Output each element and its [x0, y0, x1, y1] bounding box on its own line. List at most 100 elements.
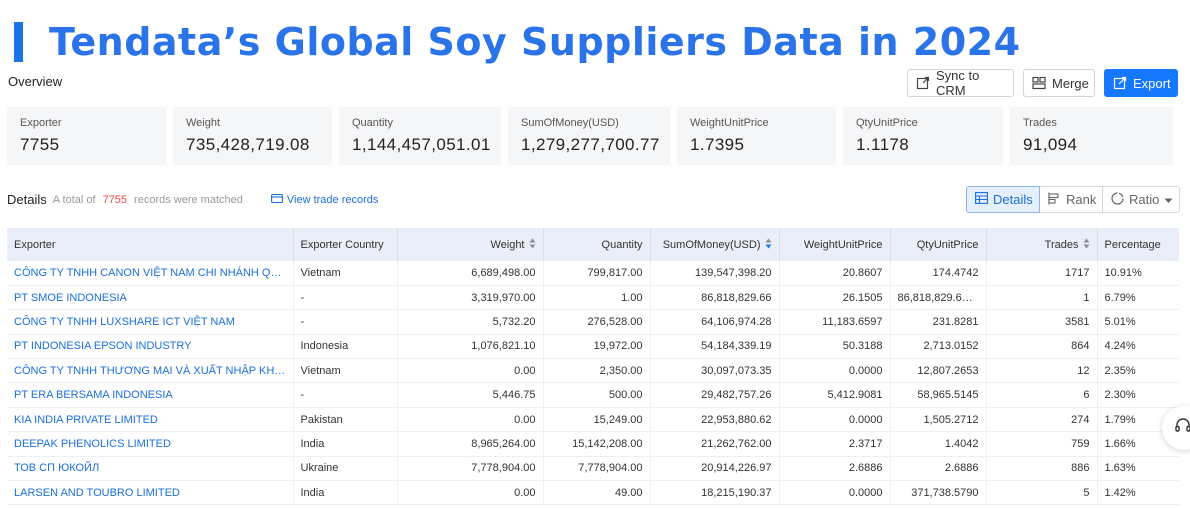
cell-quantity: 19,972.00	[543, 334, 651, 360]
details-view-label: Details	[993, 192, 1033, 207]
exporter-link[interactable]: CÔNG TY TNHH LUXSHARE ICT VIỆT NAM	[7, 309, 294, 335]
exporter-link[interactable]: KIA INDIA PRIVATE LIMITED	[7, 407, 294, 433]
cell-sum-of-money: 21,262,762.00	[650, 431, 780, 457]
cell-percentage: 4.24%	[1097, 334, 1179, 360]
table-row: PT INDONESIA EPSON INDUSTRY Indonesia 1,…	[7, 334, 1179, 360]
cell-weight: 0.00	[397, 480, 544, 506]
rank-view-tab[interactable]: Rank	[1040, 186, 1103, 213]
exporter-link[interactable]: PT SMOE INDONESIA	[7, 285, 294, 311]
headset-icon	[1174, 417, 1190, 440]
stat-label: Quantity	[352, 117, 393, 129]
column-header-quantity: Quantity	[543, 228, 651, 261]
cell-weight: 6,689,498.00	[397, 261, 544, 286]
cell-qty-unit-price: 86,818,829.6600	[890, 285, 987, 311]
cell-weight: 7,778,904.00	[397, 456, 544, 482]
cell-weight-unit-price: 11,183.6597	[779, 309, 891, 335]
cell-percentage: 10.91%	[1097, 261, 1179, 286]
stat-label: QtyUnitPrice	[856, 117, 918, 129]
merge-label: Merge	[1052, 75, 1089, 91]
headline: Tendata’s Global Soy Suppliers Data in 2…	[14, 18, 1021, 66]
stat-label: WeightUnitPrice	[690, 117, 769, 129]
cell-qty-unit-price: 58,965.5145	[890, 382, 987, 408]
cell-percentage: 2.30%	[1097, 382, 1179, 408]
cell-quantity: 1.00	[543, 285, 651, 311]
stat-value: 7755	[20, 135, 60, 154]
cell-quantity: 15,142,208.00	[543, 431, 651, 457]
cell-trades: 864	[986, 334, 1098, 360]
exporter-link[interactable]: ТОВ СП ЮКОЙЛ	[7, 456, 294, 482]
export-button[interactable]: Export	[1104, 69, 1178, 97]
sync-to-crm-button[interactable]: Sync to CRM	[907, 68, 1014, 98]
headline-accent-bar	[14, 22, 23, 62]
exporter-link[interactable]: CÔNG TY TNHH CANON VIỆT NAM CHI NHÁNH QU…	[7, 261, 294, 286]
details-summary: Details A total of 7755 records were mat…	[7, 192, 378, 207]
cell-trades: 1	[986, 285, 1098, 311]
cell-qty-unit-price: 12,807.2653	[890, 358, 987, 384]
stat-label: SumOfMoney(USD)	[521, 117, 619, 129]
details-table-icon	[975, 192, 988, 207]
cell-trades: 274	[986, 407, 1098, 433]
cell-weight-unit-price: 0.0000	[779, 480, 891, 506]
view-trade-records-link[interactable]: View trade records	[270, 193, 379, 207]
table-header-row: Exporter Exporter Country Weight Quantit…	[7, 228, 1179, 261]
column-header-weight[interactable]: Weight	[397, 228, 544, 261]
ratio-view-tab[interactable]: Ratio	[1103, 186, 1180, 213]
cell-qty-unit-price: 371,738.5790	[890, 480, 987, 506]
sort-icon[interactable]	[1083, 238, 1090, 252]
overview-label: Overview	[8, 74, 63, 89]
cell-sum-of-money: 18,215,190.37	[650, 480, 780, 506]
merge-button[interactable]: Merge	[1023, 69, 1095, 97]
exporter-link[interactable]: PT ERA BERSAMA INDONESIA	[7, 382, 294, 408]
cell-country: India	[293, 480, 398, 506]
cell-quantity: 500.00	[543, 382, 651, 408]
headline-title: Tendata’s Global Soy Suppliers Data in 2…	[49, 20, 1021, 64]
cell-country: -	[293, 285, 398, 311]
column-header-label: Trades	[1044, 238, 1079, 251]
cell-trades: 3581	[986, 309, 1098, 335]
view-trade-records-label: View trade records	[286, 193, 379, 206]
export-label: Export	[1133, 75, 1171, 91]
stat-label: Exporter	[20, 117, 62, 129]
cell-trades: 886	[986, 456, 1098, 482]
column-header-label: Percentage	[1104, 238, 1161, 251]
sort-icon[interactable]	[765, 238, 772, 252]
column-header-percentage: Percentage	[1097, 228, 1179, 261]
stat-label: Weight	[186, 117, 221, 129]
view-switcher: Details Rank Ratio	[966, 186, 1180, 213]
table-row: PT SMOE INDONESIA - 3,319,970.00 1.00 86…	[7, 285, 1179, 311]
stat-trades: Trades 91,094	[1010, 107, 1173, 165]
sort-icon[interactable]	[529, 238, 536, 252]
stat-value: 91,094	[1023, 135, 1078, 154]
cell-trades: 6	[986, 382, 1098, 408]
column-header-label: Quantity	[601, 238, 643, 251]
exporter-link[interactable]: PT INDONESIA EPSON INDUSTRY	[7, 334, 294, 360]
rank-view-label: Rank	[1066, 192, 1097, 207]
ratio-icon	[1111, 191, 1124, 208]
cell-weight: 0.00	[397, 358, 544, 384]
column-header-exporter-country: Exporter Country	[293, 228, 398, 261]
cell-quantity: 15,249.00	[543, 407, 651, 433]
matched-count: 7755	[102, 193, 128, 206]
stat-value: 1.7395	[690, 135, 745, 154]
support-floating-button[interactable]	[1162, 406, 1190, 450]
cell-trades: 1717	[986, 261, 1098, 286]
cell-percentage: 6.79%	[1097, 285, 1179, 311]
ratio-view-label: Ratio	[1129, 192, 1160, 207]
cell-weight-unit-price: 0.0000	[779, 358, 891, 384]
exporter-link[interactable]: CÔNG TY TNHH THƯƠNG MẠI VÀ XUẤT NHẬP KHẨ…	[7, 358, 294, 384]
cell-weight: 5,732.20	[397, 309, 544, 335]
cell-weight-unit-price: 0.0000	[779, 407, 891, 433]
stat-exporter: Exporter 7755	[7, 107, 166, 165]
column-header-sum-of-money[interactable]: SumOfMoney(USD)	[650, 228, 780, 261]
column-header-trades[interactable]: Trades	[986, 228, 1098, 261]
column-header-label: WeightUnitPrice	[803, 238, 883, 251]
stat-value: 1,144,457,051.01	[352, 135, 491, 154]
cell-quantity: 276,528.00	[543, 309, 651, 335]
details-view-tab[interactable]: Details	[966, 186, 1040, 213]
exporter-link[interactable]: DEEPAK PHENOLICS LIMITED	[7, 431, 294, 457]
caret-down-icon	[1164, 192, 1173, 207]
cell-sum-of-money: 30,097,073.35	[650, 358, 780, 384]
exporter-link[interactable]: LARSEN AND TOUBRO LIMITED	[7, 480, 294, 506]
column-header-label: Exporter Country	[300, 238, 384, 251]
stat-value: 1,279,277,700.77	[521, 135, 660, 154]
